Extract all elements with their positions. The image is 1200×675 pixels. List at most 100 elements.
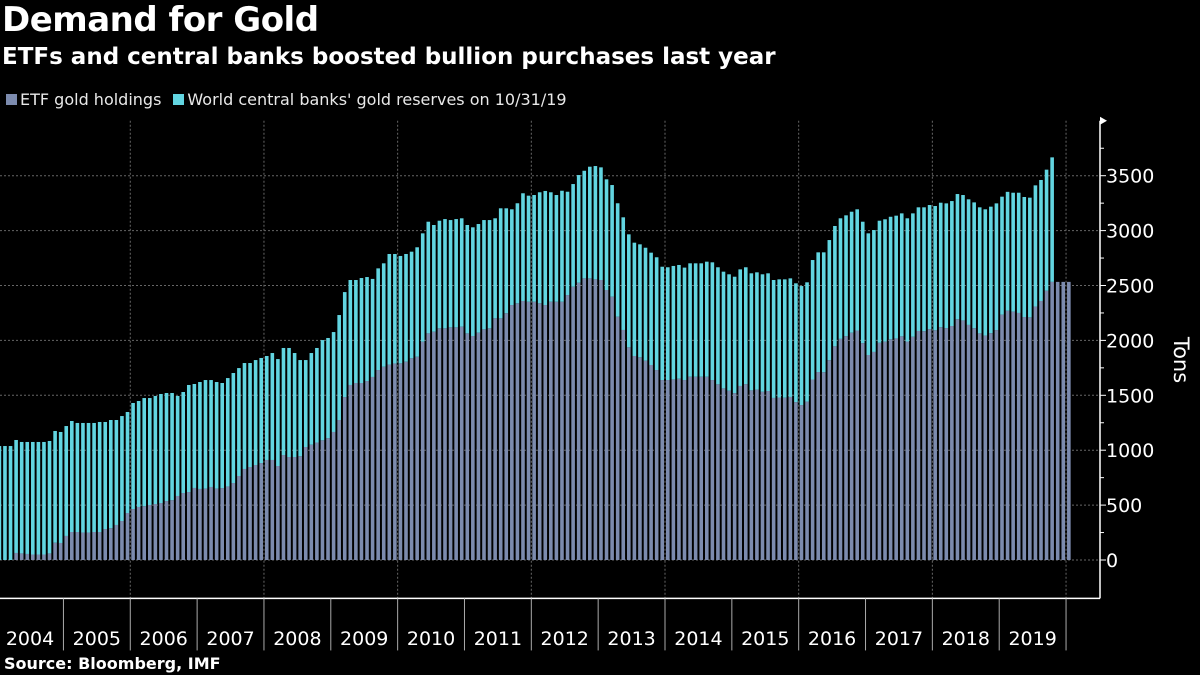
bar-central-banks <box>354 280 358 384</box>
bar-etf <box>916 330 921 560</box>
bar-etf <box>1000 314 1004 560</box>
bar-central-banks <box>281 347 286 456</box>
bar-central-banks <box>381 263 386 367</box>
bar-etf <box>872 351 876 560</box>
bar-central-banks <box>721 271 726 389</box>
bar-etf <box>120 521 124 560</box>
bar-etf <box>159 503 163 560</box>
bar-central-banks <box>755 272 759 390</box>
bar-etf <box>64 535 69 560</box>
bar-etf <box>1050 281 1054 560</box>
bar-central-banks <box>688 263 692 377</box>
bar-etf <box>677 378 681 560</box>
bar-etf <box>97 532 102 560</box>
bar-central-banks <box>264 355 269 460</box>
bar-etf <box>1022 317 1027 560</box>
x-tick-label: 2016 <box>808 628 856 650</box>
bar-etf <box>716 384 720 560</box>
bar-etf <box>855 330 859 560</box>
bar-central-banks <box>437 220 442 329</box>
bar-etf <box>487 328 492 560</box>
bar-etf <box>315 442 319 560</box>
bar-central-banks <box>743 267 748 385</box>
bar-central-banks <box>510 209 514 306</box>
x-tick-label: 2006 <box>140 628 188 650</box>
bar-central-banks <box>599 167 603 281</box>
bar-etf <box>554 301 559 560</box>
bar-etf <box>582 278 587 560</box>
bar-central-banks <box>170 392 174 501</box>
bar-etf <box>549 301 553 560</box>
bar-central-banks <box>894 215 898 339</box>
bar-central-banks <box>303 360 308 448</box>
bar-central-banks <box>938 202 943 328</box>
bar-etf <box>287 457 291 560</box>
bar-etf <box>504 313 509 560</box>
bar-etf <box>70 532 74 560</box>
bar-central-banks <box>432 225 436 332</box>
bar-etf <box>404 361 408 560</box>
bar-etf <box>443 328 447 560</box>
bar-etf <box>688 376 692 560</box>
bar-etf <box>972 328 976 560</box>
bar-central-banks <box>0 446 2 560</box>
bar-etf <box>198 488 202 560</box>
bar-central-banks <box>70 420 74 533</box>
bar-etf <box>671 379 676 560</box>
bar-etf <box>643 360 648 560</box>
bar-etf <box>777 397 781 560</box>
bar-central-banks <box>276 359 280 467</box>
legend-swatch-etf <box>6 94 17 105</box>
bar-etf <box>799 405 804 560</box>
bar-central-banks <box>643 247 648 361</box>
bar-central-banks <box>498 208 503 319</box>
bar-central-banks <box>131 402 135 510</box>
bar-etf <box>866 355 871 560</box>
bar-etf <box>621 329 626 560</box>
bar-etf <box>19 553 24 560</box>
bar-central-banks <box>159 393 163 504</box>
chart-title: Demand for Gold <box>2 0 319 40</box>
bar-central-banks <box>448 220 453 328</box>
bar-etf <box>860 343 865 560</box>
bar-central-banks <box>610 185 614 297</box>
bar-etf <box>833 346 837 560</box>
bar-etf <box>660 380 665 560</box>
bar-etf <box>242 468 247 560</box>
x-tick-label: 2004 <box>6 628 54 650</box>
bar-etf <box>153 504 158 560</box>
bar-central-banks <box>109 420 113 529</box>
bar-etf <box>426 333 431 560</box>
y-axis-label: Tons <box>1169 336 1193 383</box>
bar-etf <box>844 336 848 560</box>
bar-central-banks <box>944 203 949 329</box>
bar-central-banks <box>1033 185 1038 307</box>
bar-central-banks <box>75 422 80 533</box>
bar-central-banks <box>426 221 431 334</box>
bar-central-banks <box>147 398 152 505</box>
bar-etf <box>794 402 798 560</box>
bar-etf <box>1016 312 1021 560</box>
bar-central-banks <box>810 260 815 380</box>
bar-etf <box>638 357 642 560</box>
bar-central-banks <box>471 227 475 337</box>
bar-central-banks <box>125 411 130 514</box>
bar-central-banks <box>220 383 224 489</box>
bar-etf <box>292 457 297 560</box>
bar-central-banks <box>1022 197 1027 318</box>
bar-etf <box>337 420 341 560</box>
bar-central-banks <box>153 395 158 505</box>
bar-central-banks <box>31 441 35 555</box>
y-tick-label: 1000 <box>1106 440 1154 462</box>
bar-central-banks <box>25 441 30 554</box>
bar-etf <box>749 390 754 560</box>
x-tick-label: 2007 <box>206 628 254 650</box>
bar-central-banks <box>348 280 353 385</box>
bar-central-banks <box>86 422 91 533</box>
x-tick-label: 2015 <box>741 628 789 650</box>
bar-etf <box>1005 310 1010 560</box>
bar-etf <box>894 338 898 560</box>
bar-central-banks <box>638 244 642 358</box>
bar-etf <box>376 370 380 560</box>
bar-etf <box>420 341 425 560</box>
